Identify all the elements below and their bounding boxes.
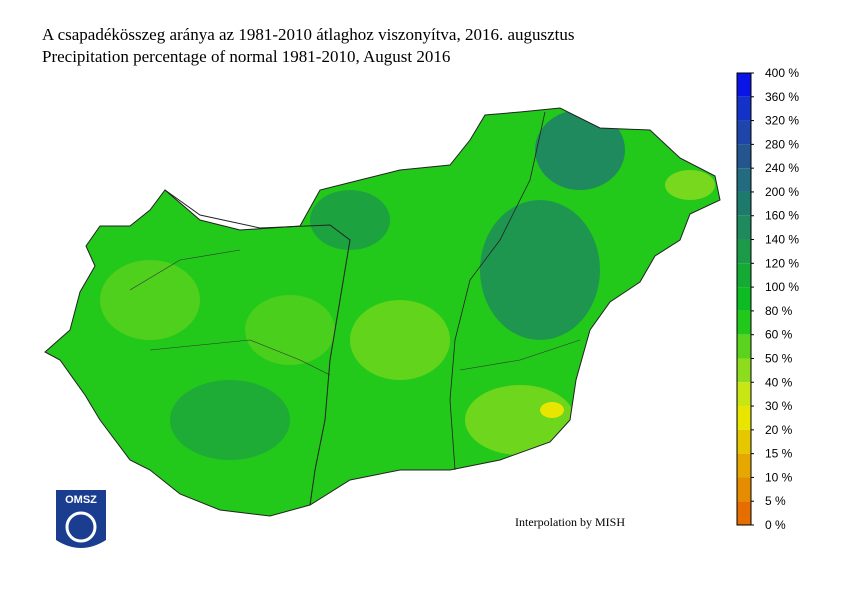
legend-label: 320 %: [765, 114, 799, 128]
legend: 400 % 360 % 320 % 280 % 240 % 200 % 160 % 140 %…: [736, 66, 799, 532]
legend-label: 120 %: [765, 256, 799, 270]
logo-swirl: [65, 511, 97, 543]
legend-label: 0 %: [765, 518, 786, 532]
legend-label: 400 %: [765, 66, 799, 80]
legend-swatch: [737, 239, 751, 264]
legend-label: 50 %: [765, 351, 793, 365]
legend-frame: [736, 72, 752, 526]
legend-label: 80 %: [765, 304, 793, 318]
legend-swatch: [737, 263, 751, 288]
legend-swatch: [737, 168, 751, 192]
legend-label: 240 %: [765, 161, 799, 175]
legend-swatch: [737, 358, 751, 383]
legend-swatch: [737, 334, 751, 359]
legend-label: 280 %: [765, 137, 799, 151]
legend-label: 140 %: [765, 233, 799, 247]
legend-label: 20 %: [765, 423, 793, 437]
legend-label: 5 %: [765, 494, 786, 508]
legend-swatch: [737, 73, 751, 97]
legend-label: 160 %: [765, 209, 799, 223]
legend-swatch: [737, 96, 751, 121]
legend-swatch: [737, 406, 751, 430]
credit: Interpolation by MISH: [515, 515, 625, 529]
legend-swatch: [737, 477, 751, 502]
logo-text: OMSZ: [65, 494, 97, 506]
legend-swatch: [737, 310, 751, 335]
legend-label: 360 %: [765, 90, 799, 104]
legend-swatch: [737, 287, 751, 311]
legend-swatch: [737, 382, 751, 407]
legend-label: 10 %: [765, 470, 793, 484]
title-hu: A csapadékösszeg aránya az 1981-2010 átl…: [42, 25, 575, 44]
legend-label: 60 %: [765, 328, 793, 342]
legend-label: 15 %: [765, 447, 793, 461]
legend-swatch: [737, 120, 751, 145]
legend-swatch: [737, 501, 751, 525]
legend-swatch: [737, 215, 751, 240]
title-en: Precipitation percentage of normal 1981-…: [42, 47, 450, 66]
legend-swatch: [737, 429, 751, 454]
legend-label: 200 %: [765, 185, 799, 199]
legend-label: 30 %: [765, 399, 793, 413]
legend-swatch: [737, 191, 751, 216]
legend-label: 40 %: [765, 375, 793, 389]
logo: OMSZ: [56, 490, 106, 548]
legend-label: 100 %: [765, 280, 799, 294]
legend-swatch: [737, 144, 751, 169]
legend-swatch: [737, 453, 751, 478]
